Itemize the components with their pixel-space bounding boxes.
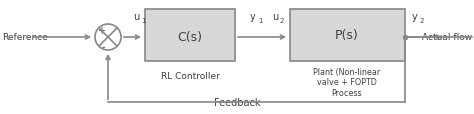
Bar [145,10,235,61]
Text: Feedback: Feedback [214,97,260,107]
Text: 2: 2 [280,18,284,24]
Text: 1: 1 [258,18,263,24]
Text: Plant (Non-linear
valve + FOPTD
Process: Plant (Non-linear valve + FOPTD Process [313,67,381,97]
Text: y: y [412,12,418,22]
Text: RL Controller: RL Controller [161,71,219,80]
Text: +: + [97,26,105,36]
Text: u: u [272,12,278,22]
Text: 1: 1 [141,18,146,24]
Text: -: - [101,42,105,52]
Text: Reference: Reference [2,33,48,42]
Bar [290,10,405,61]
Text: P(s): P(s) [335,29,359,42]
Text: u: u [133,12,139,22]
Text: C(s): C(s) [177,31,202,44]
Circle shape [95,25,121,51]
Text: Actual flow: Actual flow [422,33,472,42]
Text: y: y [250,12,256,22]
Text: 2: 2 [420,18,424,24]
